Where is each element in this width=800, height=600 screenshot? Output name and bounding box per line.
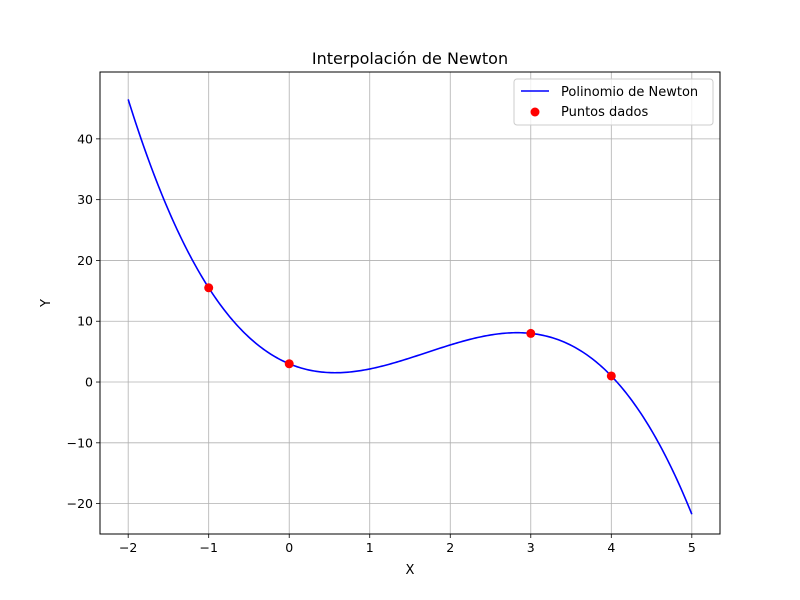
x-tick-label: 5 [688,540,696,555]
x-axis-label: X [406,563,415,578]
y-tick-label: 20 [77,253,93,268]
y-tick-label: 0 [85,375,93,390]
x-tick-label: 2 [446,540,454,555]
x-tick-label: 4 [607,540,615,555]
series-layer [127,99,693,515]
y-tick-label: 30 [77,192,93,207]
newton-polynomial-line [127,99,693,515]
legend: Polinomio de Newton Puntos dados [513,78,714,126]
x-tick-label: 3 [527,540,535,555]
legend-label-line: Polinomio de Newton [561,85,698,100]
x-tick-layer: −2 −1 0 1 2 3 4 5 [119,534,696,555]
data-point [526,328,536,338]
y-tick-label: −10 [67,435,93,450]
x-tick-label: 1 [366,540,374,555]
y-tick-label: 40 [77,131,93,146]
y-tick-label: 10 [77,314,93,329]
data-point [606,371,616,381]
y-axis-label: Y [39,299,54,308]
legend-marker-swatch [530,107,540,117]
chart-title: Interpolación de Newton [312,49,508,68]
y-tick-layer: −20 −10 0 10 20 30 40 [67,131,100,511]
x-tick-label: 0 [285,540,293,555]
legend-label-scatter: Puntos dados [561,105,648,120]
data-point [204,283,214,293]
y-tick-label: −20 [67,496,93,511]
x-tick-label: −1 [199,540,217,555]
plot-frame [99,71,721,535]
x-tick-label: −2 [119,540,137,555]
legend-frame [513,78,714,126]
data-point [284,359,294,369]
